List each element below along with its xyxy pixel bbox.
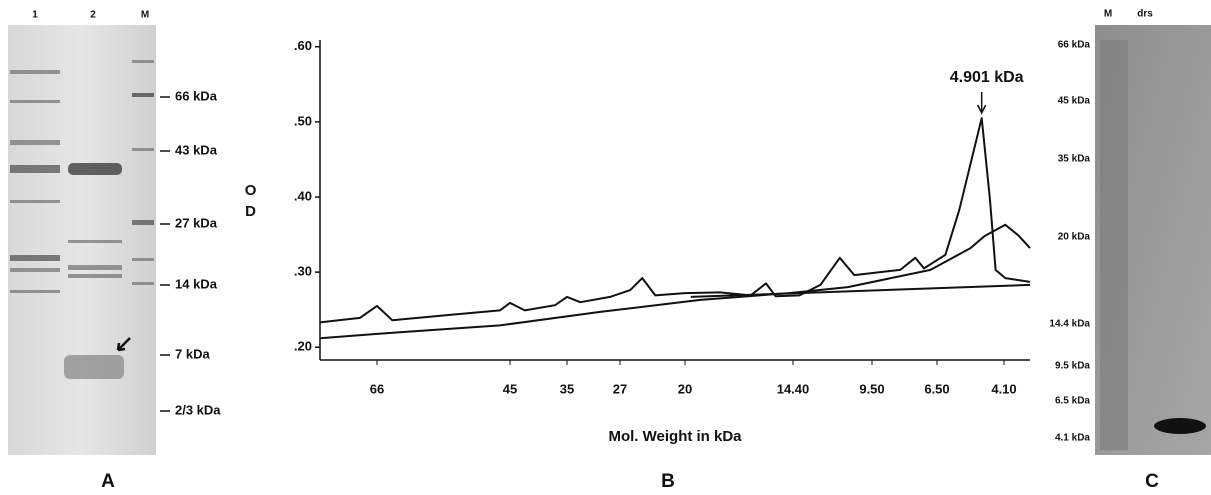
lane-label: M [1104, 9, 1112, 20]
peak-annotation: 4.901 kDa [950, 69, 1024, 86]
marker-label: 2/3 kDa [175, 402, 221, 417]
marker-label: 14 kDa [175, 276, 218, 291]
marker-label: 35 kDa [1058, 154, 1091, 165]
x-tick-label: 66 [370, 381, 384, 396]
x-tick-label: 35 [560, 381, 574, 396]
x-tick-label: 20 [678, 381, 692, 396]
trace [690, 283, 1031, 298]
marker-label: 7 kDa [175, 346, 210, 361]
x-tick-label: 6.50 [924, 381, 949, 396]
x-tick-label: 45 [503, 381, 517, 396]
gel-a [8, 25, 156, 455]
y-tick-label: .60 [294, 38, 312, 53]
marker-label: 45 kDa [1058, 96, 1091, 107]
marker-label: 66 kDa [1058, 40, 1091, 51]
lane-label: 2 [90, 10, 96, 21]
marker-label: 14.4 kDa [1049, 319, 1090, 330]
marker-label: 43 kDa [175, 142, 218, 157]
x-axis-title: Mol. Weight in kDa [608, 428, 742, 445]
marker-label: 4.1 kDa [1055, 433, 1090, 444]
trace [319, 223, 1031, 340]
y-tick-label: .50 [294, 113, 312, 128]
marker-label: 27 kDa [175, 215, 218, 230]
panel-label: A [101, 471, 115, 492]
x-tick-label: 14.40 [777, 381, 810, 396]
panel-label: B [661, 471, 675, 492]
trace [319, 117, 1031, 324]
marker-label: 66 kDa [175, 88, 218, 103]
y-tick-label: .30 [294, 264, 312, 279]
x-tick-label: 27 [613, 381, 627, 396]
x-tick-label: 4.10 [991, 381, 1016, 396]
y-tick-label: .40 [294, 188, 312, 203]
y-tick-label: .20 [294, 339, 312, 354]
y-axis-title: OD [242, 182, 259, 224]
lane-label: M [141, 10, 149, 21]
marker-label: 20 kDa [1058, 232, 1091, 243]
lane-label: drs [1137, 9, 1153, 20]
gel-c [1095, 25, 1211, 455]
marker-label: 9.5 kDa [1055, 361, 1090, 372]
marker-label: 6.5 kDa [1055, 396, 1090, 407]
annotation-arrow [976, 92, 987, 115]
lane-label: 1 [32, 10, 38, 21]
panel-label: C [1145, 471, 1159, 492]
x-tick-label: 9.50 [859, 381, 884, 396]
